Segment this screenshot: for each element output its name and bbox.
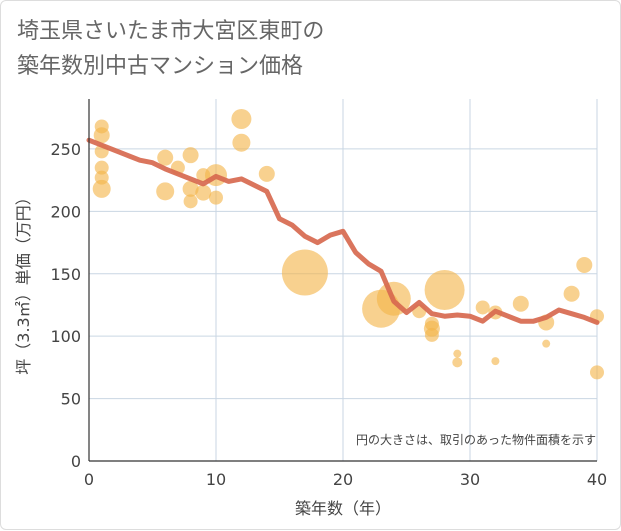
data-point	[92, 179, 111, 198]
y-tick-label: 50	[61, 390, 81, 409]
y-axis-label: 坪（3.3㎡）単価（万円）	[14, 189, 33, 374]
data-point	[183, 194, 198, 209]
chart-title: 埼玉県さいたま市大宮区東町の 築年数別中古マンション価格	[17, 14, 437, 84]
data-point	[424, 269, 465, 310]
data-point	[424, 327, 439, 342]
data-point	[195, 184, 212, 201]
data-point	[542, 339, 551, 348]
data-point	[512, 295, 529, 312]
x-tick-label: 40	[587, 470, 607, 489]
data-point	[281, 249, 328, 296]
y-tick-label: 200	[50, 202, 81, 221]
data-point	[475, 300, 490, 315]
y-tick-label: 0	[71, 452, 81, 471]
x-tick-label: 20	[333, 470, 353, 489]
chart-title-line2: 築年数別中古マンション価格	[17, 54, 304, 79]
axes	[88, 99, 597, 462]
y-tick-label: 100	[50, 327, 81, 346]
bubble-series	[92, 108, 604, 380]
x-axis-label: 築年数（年）	[295, 499, 391, 518]
data-point	[453, 349, 462, 358]
x-tick-label: 10	[206, 470, 226, 489]
y-tick-label: 150	[50, 265, 81, 284]
data-point	[157, 149, 174, 166]
tick-labels: 0 50 100 150 200 250 0 10 20 30 40	[50, 140, 607, 489]
grid-lines	[89, 99, 598, 461]
data-point	[182, 147, 199, 164]
x-tick-label: 0	[84, 470, 94, 489]
data-point	[590, 365, 604, 380]
data-point	[563, 285, 580, 302]
data-point	[182, 180, 199, 197]
trend-line	[86, 137, 600, 325]
bubble-size-note: 円の大きさは、取引のあった物件面積を示す	[355, 433, 596, 447]
data-point	[93, 127, 110, 144]
data-point	[156, 182, 175, 201]
data-point	[232, 133, 251, 152]
y-tick-label: 250	[50, 140, 81, 159]
data-point	[94, 160, 109, 175]
data-point	[231, 108, 252, 129]
data-point	[576, 257, 593, 274]
data-point	[491, 357, 500, 366]
chart-title-line1: 埼玉県さいたま市大宮区東町の	[17, 19, 325, 44]
data-point	[452, 357, 463, 368]
x-tick-label: 30	[460, 470, 480, 489]
trend-line-series	[86, 137, 600, 325]
data-point	[209, 190, 223, 205]
data-point	[258, 165, 275, 182]
